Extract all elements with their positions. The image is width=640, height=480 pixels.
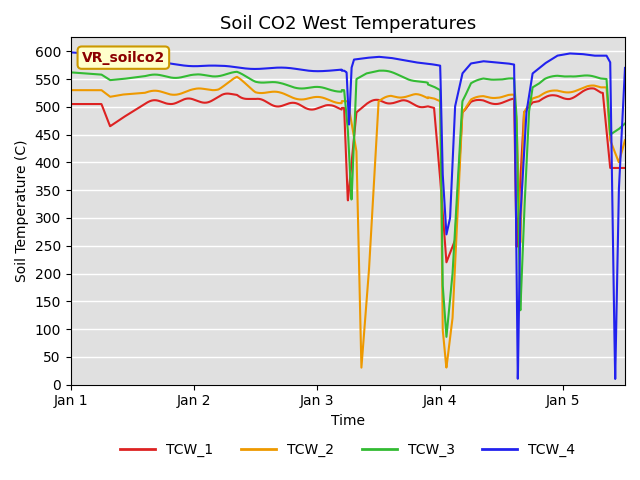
TCW_3 (130, 75, 138, 81)
Line: TCW_1: TCW_1 (70, 88, 625, 262)
TCW_4 (67, 49, 74, 55)
TCW_1 (611, 165, 618, 171)
TCW_3 (551, 73, 559, 79)
Line: TCW_3: TCW_3 (70, 71, 625, 337)
TCW_4 (303, 68, 311, 73)
TCW_2 (280, 91, 287, 96)
Text: VR_soilco2: VR_soilco2 (82, 51, 165, 65)
TCW_2 (67, 87, 74, 93)
TCW_3 (280, 81, 287, 87)
TCW_3 (621, 120, 629, 126)
X-axis label: Time: Time (331, 414, 365, 428)
TCW_4 (163, 60, 171, 66)
TCW_1 (551, 93, 559, 98)
TCW_4 (550, 55, 558, 60)
TCW_4 (130, 57, 138, 63)
TCW_1 (621, 165, 629, 171)
Line: TCW_4: TCW_4 (70, 52, 625, 379)
TCW_2 (621, 137, 629, 143)
TCW_3 (303, 85, 311, 91)
Legend: TCW_1, TCW_2, TCW_3, TCW_4: TCW_1, TCW_2, TCW_3, TCW_4 (115, 437, 580, 462)
TCW_4 (611, 311, 618, 317)
TCW_3 (163, 74, 171, 80)
Line: TCW_2: TCW_2 (70, 77, 625, 368)
TCW_2 (233, 74, 241, 80)
TCW_1 (443, 259, 451, 265)
TCW_2 (551, 88, 559, 94)
TCW_2 (303, 96, 311, 101)
TCW_3 (67, 70, 74, 75)
TCW_4 (611, 376, 619, 382)
TCW_2 (358, 365, 365, 371)
TCW_2 (163, 91, 171, 96)
Y-axis label: Soil Temperature (C): Soil Temperature (C) (15, 140, 29, 282)
TCW_1 (280, 103, 287, 108)
TCW_4 (621, 65, 629, 71)
TCW_1 (303, 106, 311, 112)
TCW_2 (611, 148, 618, 154)
TCW_3 (443, 334, 451, 340)
TCW_3 (611, 129, 618, 135)
TCW_1 (588, 85, 596, 91)
TCW_1 (67, 101, 74, 107)
TCW_1 (130, 108, 138, 114)
TCW_4 (280, 65, 287, 71)
TCW_2 (130, 91, 138, 96)
Title: Soil CO2 West Temperatures: Soil CO2 West Temperatures (220, 15, 476, 33)
TCW_1 (163, 101, 171, 107)
TCW_3 (378, 68, 385, 73)
